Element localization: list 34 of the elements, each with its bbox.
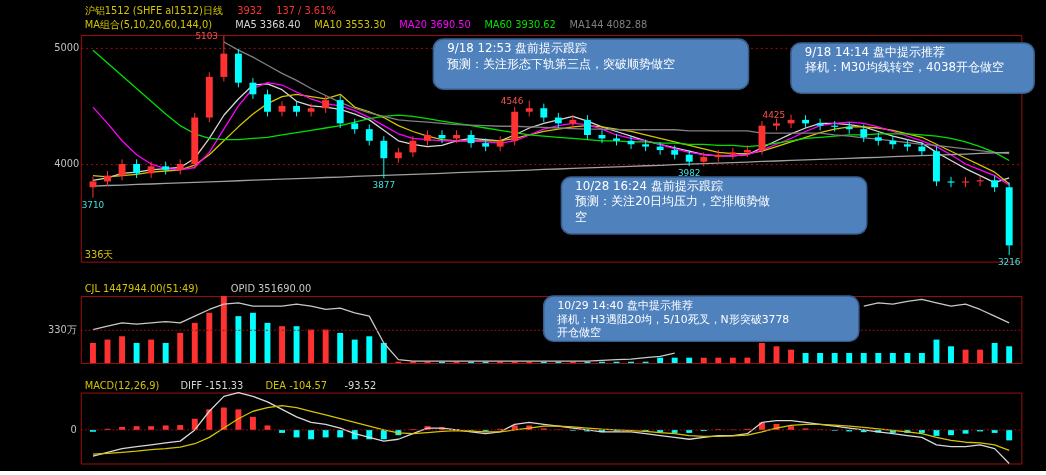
series-label: OPID 351690.00 [230,283,312,295]
annotation: 3877 [372,180,396,191]
ref-line-label: 330万 [48,324,77,336]
annotation: 预测：关注形态下轨第三点，突破顺势做空 [447,56,676,71]
annotation: 3216 [997,256,1021,267]
annotation: 10/28 16:24 盘前提示跟踪 [575,178,723,193]
text: MA60 3930.62 [484,19,556,31]
chart-title: CJL 1447944.00(51:49) [84,283,199,295]
text: MA144 4082.88 [569,19,648,31]
annotation: 336天 [84,248,114,260]
annotation: 预测：关注20日均压力，空排顺势做空 [575,194,771,225]
annotation: 3710 [81,199,105,210]
series-label: DEA -104.57 [265,379,328,391]
text: 137 / 3.61% [276,5,336,17]
annotation: 4425 [762,109,786,120]
chart-subtitle: MA组合(5,10,20,60,144,0) [84,19,212,31]
y-tick-label: 5000 [54,42,80,54]
annotation: 择机：H3遇阻20均，5/10死叉，N形突破3778开仓做空 [557,312,790,340]
ref-line-label: 0 [70,423,77,435]
y-tick-label: 4000 [54,158,80,170]
text: 3932 [237,5,263,17]
text: MA10 3553.30 [314,19,386,31]
annotation: 10/29 14:40 盘中提示推荐 [557,298,693,312]
annotation: 9/18 12:53 盘前提示跟踪 [447,40,588,55]
annotation: 择机：M30均线转空，4038开仓做空 [804,60,1004,75]
series-label: DIFF -151.33 [180,379,244,391]
annotation: 4546 [500,95,524,106]
text: -93.52 [344,379,377,391]
annotation: 9/18 14:14 盘中提示推荐 [804,44,945,59]
annotation: 3982 [677,167,701,178]
text: MA20 3690.50 [399,19,471,31]
chart-title: MACD(12,26,9) [84,379,160,391]
text: MA5 3368.40 [235,19,301,31]
chart-title: 沪铝1512 (SHFE al1512)日线 [84,5,223,17]
